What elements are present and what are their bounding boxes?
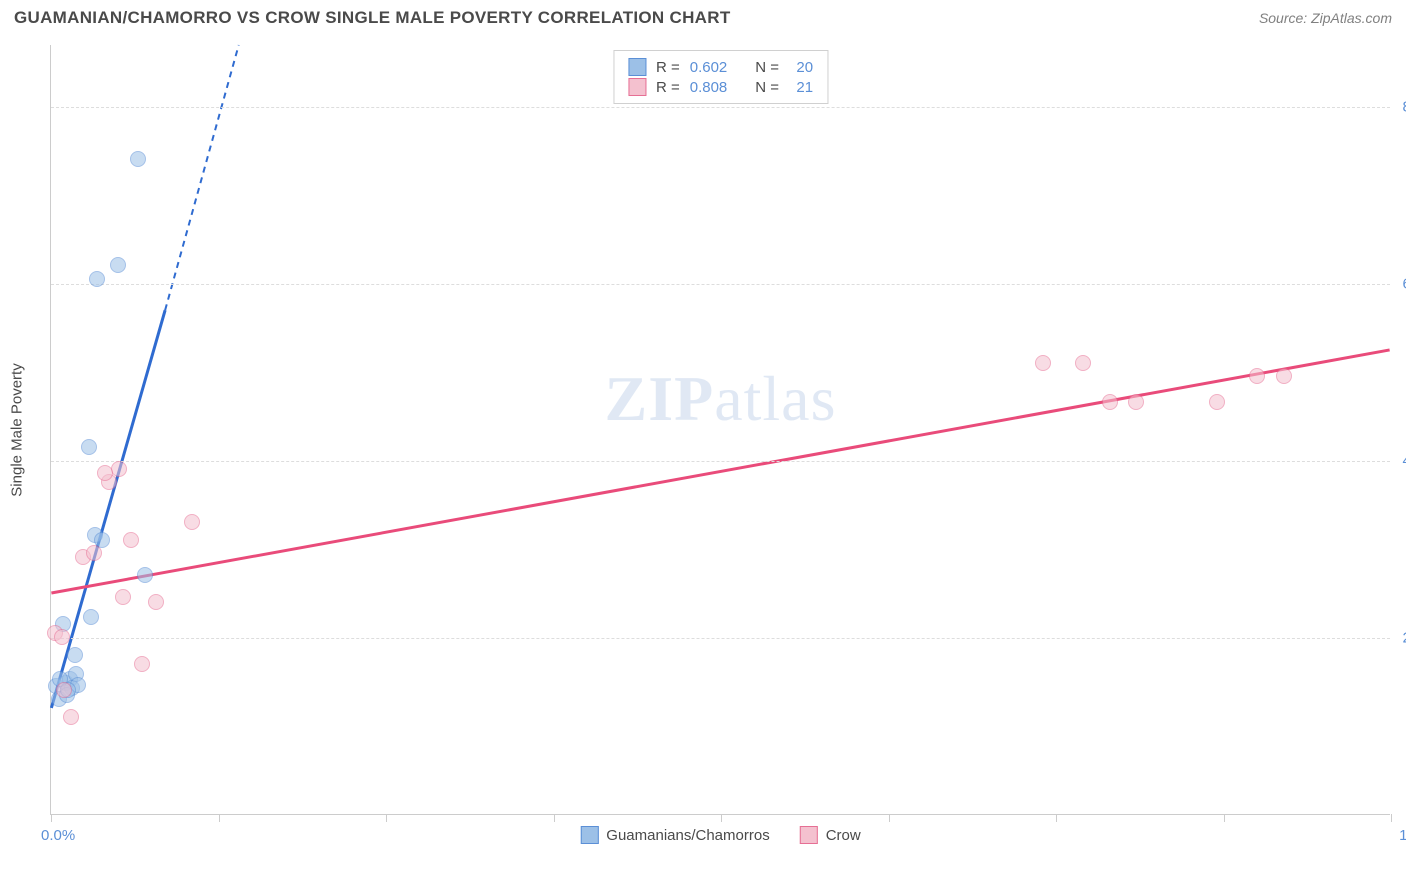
- data-point: [148, 594, 164, 610]
- legend-swatch: [628, 58, 646, 76]
- x-tick: [1056, 814, 1057, 822]
- data-point: [63, 709, 79, 725]
- data-point: [1075, 355, 1091, 371]
- data-point: [1128, 394, 1144, 410]
- r-label: R =: [656, 59, 680, 76]
- data-point: [115, 589, 131, 605]
- legend-swatch: [800, 826, 818, 844]
- y-tick-label: 60.0%: [1402, 275, 1406, 292]
- legend-swatch: [580, 826, 598, 844]
- data-point: [83, 609, 99, 625]
- n-value: 21: [789, 79, 813, 96]
- x-tick: [219, 814, 220, 822]
- x-axis-max-label: 100.0%: [1399, 827, 1406, 844]
- gridline: [51, 638, 1390, 639]
- data-point: [1209, 394, 1225, 410]
- data-point: [1249, 368, 1265, 384]
- data-point: [1035, 355, 1051, 371]
- legend-item: Crow: [800, 826, 861, 844]
- data-point: [130, 151, 146, 167]
- data-point: [81, 439, 97, 455]
- x-tick: [1391, 814, 1392, 822]
- data-point: [111, 461, 127, 477]
- legend-label: Crow: [826, 827, 861, 844]
- data-point: [123, 532, 139, 548]
- data-point: [134, 656, 150, 672]
- source-label: Source: ZipAtlas.com: [1259, 10, 1392, 26]
- stats-row: R = 0.602 N = 20: [628, 57, 813, 77]
- chart-plot-area: Single Male Poverty ZIPatlas R =0.602N =…: [50, 45, 1390, 815]
- data-point: [56, 682, 72, 698]
- legend-swatch: [628, 78, 646, 96]
- gridline: [51, 107, 1390, 108]
- x-tick: [51, 814, 52, 822]
- r-value: 0.808: [690, 79, 728, 96]
- data-point: [86, 545, 102, 561]
- data-point: [137, 567, 153, 583]
- x-axis-min-label: 0.0%: [41, 827, 75, 844]
- chart-title: GUAMANIAN/CHAMORRO VS CROW SINGLE MALE P…: [14, 8, 731, 28]
- legend-label: Guamanians/Chamorros: [606, 827, 769, 844]
- stats-legend: R = 0.602 N = 20 R = 0.808 N = 21: [613, 50, 828, 104]
- y-tick-label: 40.0%: [1402, 452, 1406, 469]
- n-value: 20: [789, 59, 813, 76]
- legend-item: Guamanians/Chamorros: [580, 826, 769, 844]
- n-label: N =: [755, 79, 779, 96]
- series-legend: Guamanians/Chamorros Crow: [580, 826, 860, 844]
- data-point: [54, 629, 70, 645]
- stats-row: R = 0.808 N = 21: [628, 77, 813, 97]
- gridline: [51, 461, 1390, 462]
- r-value: 0.602: [690, 59, 728, 76]
- x-tick: [721, 814, 722, 822]
- gridline: [51, 284, 1390, 285]
- x-tick: [889, 814, 890, 822]
- data-point: [184, 514, 200, 530]
- x-tick: [386, 814, 387, 822]
- x-tick: [1224, 814, 1225, 822]
- y-tick-label: 20.0%: [1402, 629, 1406, 646]
- data-point: [89, 271, 105, 287]
- data-point: [110, 257, 126, 273]
- r-label: R =: [656, 79, 680, 96]
- data-point: [1276, 368, 1292, 384]
- y-tick-label: 80.0%: [1402, 98, 1406, 115]
- trend-lines: [51, 45, 1390, 814]
- data-point: [97, 465, 113, 481]
- data-point: [1102, 394, 1118, 410]
- y-axis-title: Single Male Poverty: [9, 363, 26, 496]
- n-label: N =: [755, 59, 779, 76]
- data-point: [67, 647, 83, 663]
- x-tick: [554, 814, 555, 822]
